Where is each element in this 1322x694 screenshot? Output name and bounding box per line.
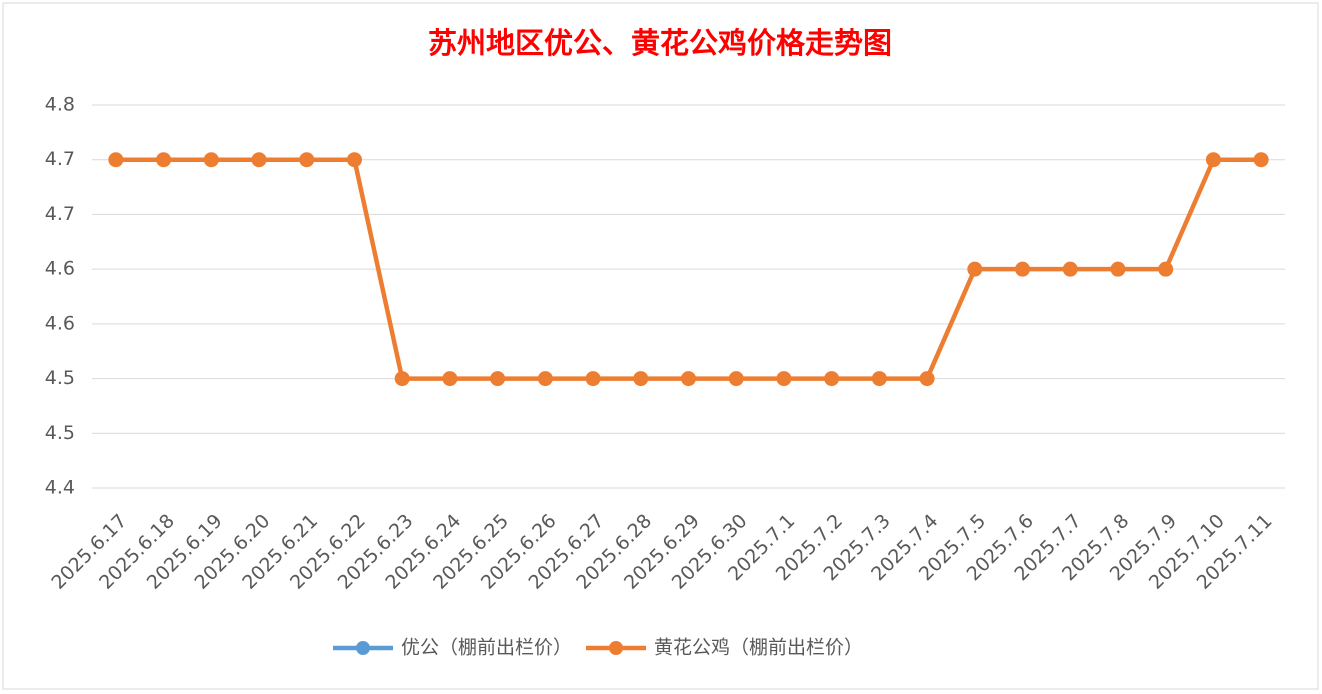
legend-marker <box>356 641 370 655</box>
y-tick-label: 4.6 <box>45 312 75 334</box>
y-tick-label: 4.8 <box>45 94 75 116</box>
legend-marker <box>609 641 624 655</box>
y-tick-label: 4.6 <box>45 258 75 280</box>
marker <box>681 371 696 387</box>
marker <box>1205 152 1221 168</box>
marker <box>776 371 792 387</box>
marker <box>1110 261 1126 277</box>
marker <box>1158 261 1174 277</box>
marker <box>490 371 506 387</box>
chart-title: 苏州地区优公、黄花公鸡价格走势图 <box>428 26 892 60</box>
marker <box>1062 261 1078 277</box>
marker <box>537 371 553 387</box>
marker <box>203 152 219 168</box>
marker <box>919 371 935 387</box>
marker <box>824 371 840 387</box>
marker <box>967 261 983 277</box>
y-tick-label: 4.4 <box>45 477 75 499</box>
marker <box>1015 261 1031 277</box>
y-tick-label: 4.5 <box>45 422 75 444</box>
legend-label: 优公（棚前出栏价） <box>401 637 572 659</box>
marker <box>871 371 887 387</box>
marker <box>251 152 267 168</box>
legend-label: 黄花公鸡（棚前出栏价） <box>654 637 863 659</box>
marker <box>442 371 458 387</box>
marker <box>585 371 601 387</box>
marker <box>394 371 410 387</box>
marker <box>633 371 649 387</box>
marker <box>346 152 362 168</box>
y-tick-label: 4.5 <box>45 367 75 389</box>
y-tick-label: 4.7 <box>45 148 75 170</box>
marker <box>156 152 172 168</box>
marker <box>299 152 315 168</box>
y-tick-label: 4.7 <box>45 203 75 225</box>
marker <box>108 152 124 168</box>
marker <box>728 371 744 387</box>
marker <box>1253 152 1269 168</box>
